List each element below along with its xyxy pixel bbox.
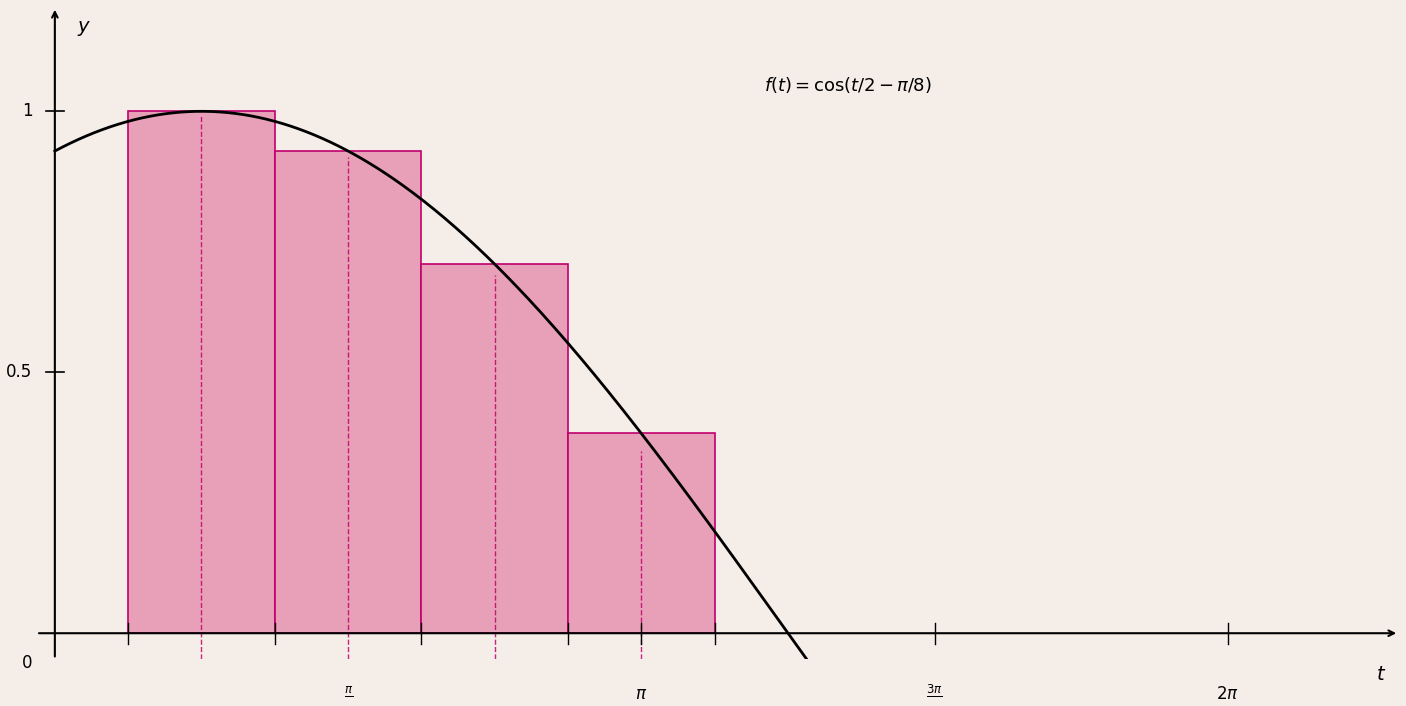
- Text: 1: 1: [22, 102, 32, 120]
- Text: $\frac{3\pi}{\ }$: $\frac{3\pi}{\ }$: [927, 686, 943, 703]
- Bar: [274, 151, 422, 633]
- Bar: [568, 433, 714, 633]
- Text: $\pi$: $\pi$: [636, 686, 648, 703]
- Text: $\frac{\pi}{\ }$: $\frac{\pi}{\ }$: [343, 686, 353, 703]
- Bar: [422, 264, 568, 633]
- Bar: [128, 112, 274, 633]
- Text: $f(t) = \cos(t/2 - \pi/8)$: $f(t) = \cos(t/2 - \pi/8)$: [765, 76, 932, 95]
- Text: 0: 0: [22, 654, 32, 672]
- Text: t: t: [1376, 664, 1384, 683]
- Text: 0.5: 0.5: [6, 364, 32, 381]
- Text: y: y: [77, 18, 89, 37]
- Text: $2\pi$: $2\pi$: [1216, 686, 1239, 703]
